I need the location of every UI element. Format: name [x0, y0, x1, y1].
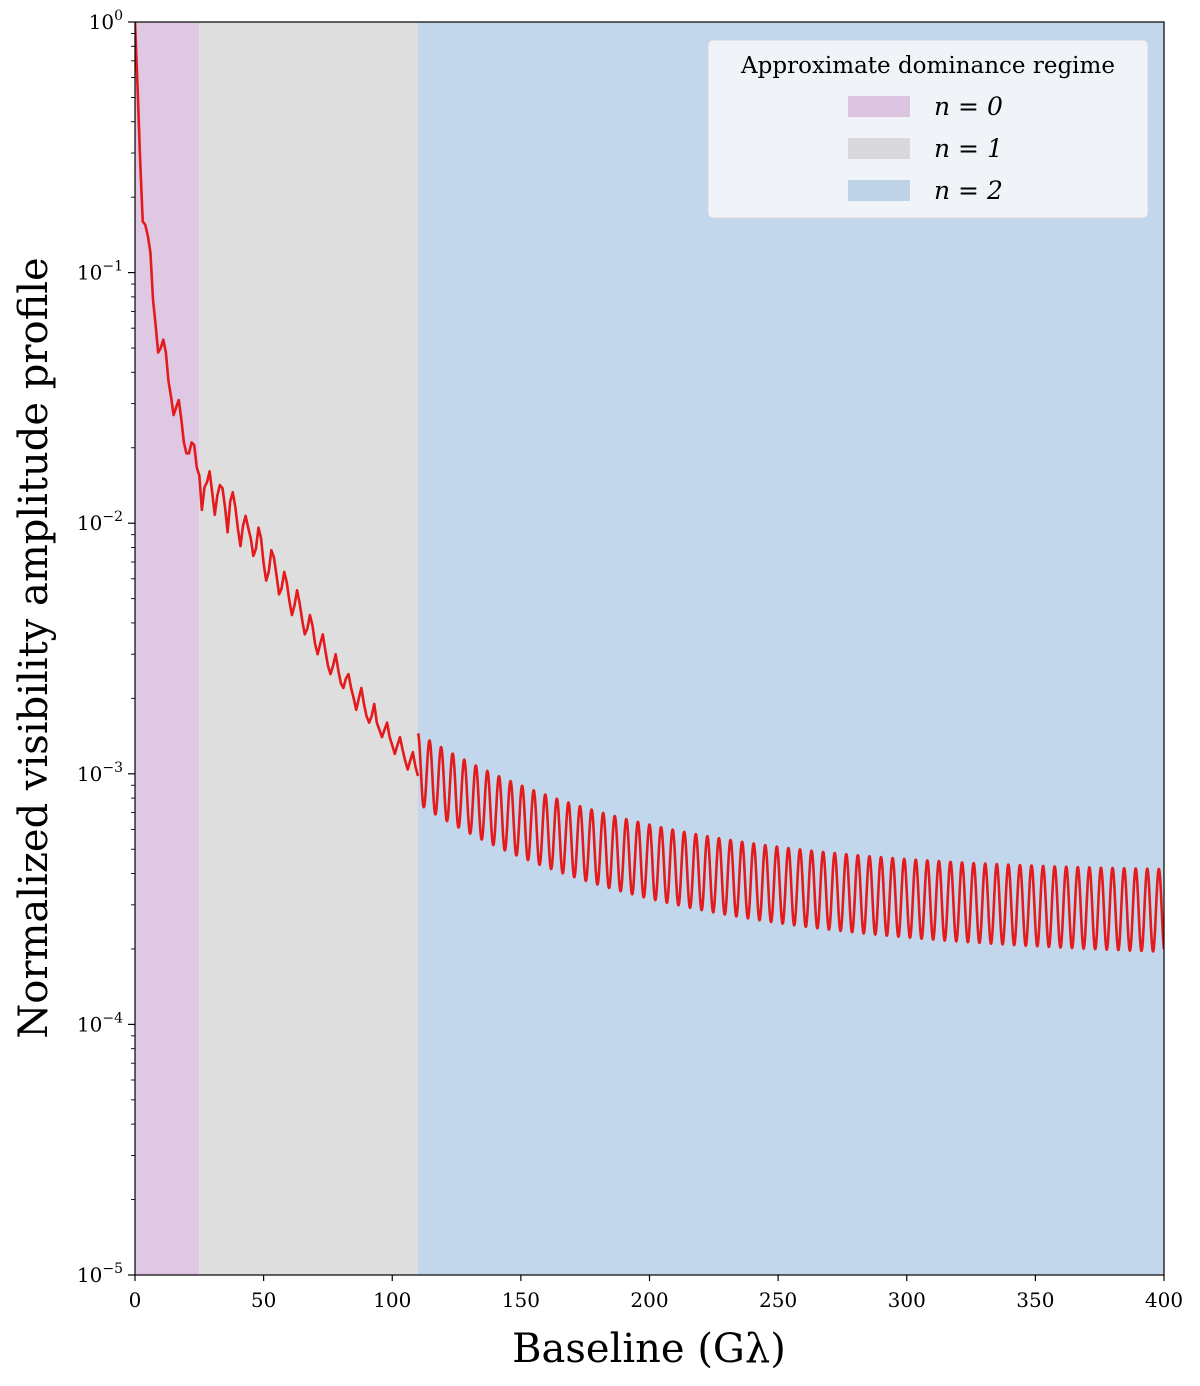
legend-swatch-n1 — [848, 138, 910, 159]
x-axis-ticks: 0 50 100 150 200 250 300 350 400 — [129, 1275, 1183, 1312]
legend-box — [707, 39, 1149, 219]
x-tick-label: 0 — [129, 1288, 142, 1312]
legend-swatch-n0 — [848, 96, 910, 117]
visibility-curve-layer — [135, 22, 1164, 953]
x-tick-label: 300 — [888, 1288, 926, 1312]
region-band-n2 — [417, 22, 1164, 1275]
legend-title: Approximate dominance regime — [740, 53, 1115, 79]
y-tick-label: 10−3 — [77, 760, 123, 786]
visibility-curve-inner — [135, 22, 420, 777]
y-tick-label: 100 — [89, 8, 123, 34]
x-tick-label: 200 — [630, 1288, 668, 1312]
region-band-n1 — [199, 22, 418, 1275]
legend-label-n0: n = 0 — [934, 92, 1003, 121]
y-axis-title: Normalized visibility amplitude profile — [11, 257, 57, 1038]
x-tick-label: 400 — [1145, 1288, 1183, 1312]
x-tick-label: 50 — [251, 1288, 276, 1312]
y-axis-ticks: 100 10−1 10−2 10−3 10−4 10−5 — [77, 8, 135, 1287]
y-tick-label: 10−1 — [77, 259, 123, 285]
legend: Approximate dominance regime n = 0n = 1n… — [707, 39, 1149, 219]
x-tick-label: 100 — [373, 1288, 411, 1312]
region-band-n0 — [135, 22, 200, 1275]
x-axis-title: Baseline (Gλ) — [512, 1326, 786, 1372]
y-tick-label: 10−5 — [77, 1261, 123, 1287]
legend-label-n2: n = 2 — [934, 176, 1003, 205]
x-tick-label: 150 — [502, 1288, 540, 1312]
visibility-curve-outer — [416, 732, 1164, 953]
x-tick-label: 350 — [1016, 1288, 1054, 1312]
y-tick-label: 10−4 — [77, 1010, 123, 1036]
dominance-regions — [135, 22, 1164, 1275]
y-tick-label: 10−2 — [77, 509, 123, 535]
x-tick-label: 250 — [759, 1288, 797, 1312]
legend-swatch-n2 — [848, 180, 910, 201]
legend-label-n1: n = 1 — [934, 134, 1003, 163]
legend-entries: n = 0 n = 1 n = 2 — [848, 92, 1003, 205]
